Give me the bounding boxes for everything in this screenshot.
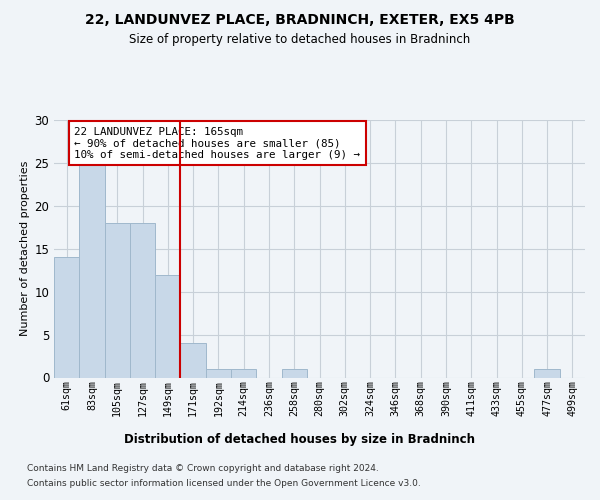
Bar [206,369,231,378]
Bar [281,369,307,378]
Y-axis label: Number of detached properties: Number of detached properties [20,161,30,336]
Text: 22, LANDUNVEZ PLACE, BRADNINCH, EXETER, EX5 4PB: 22, LANDUNVEZ PLACE, BRADNINCH, EXETER, … [85,12,515,26]
Text: Contains HM Land Registry data © Crown copyright and database right 2024.: Contains HM Land Registry data © Crown c… [27,464,379,473]
Bar [130,223,155,378]
Text: 22 LANDUNVEZ PLACE: 165sqm
← 90% of detached houses are smaller (85)
10% of semi: 22 LANDUNVEZ PLACE: 165sqm ← 90% of deta… [74,127,360,160]
Text: Distribution of detached houses by size in Bradninch: Distribution of detached houses by size … [125,432,476,446]
Text: Contains public sector information licensed under the Open Government Licence v3: Contains public sector information licen… [27,479,421,488]
Bar [181,343,206,378]
Bar [104,223,130,378]
Text: Size of property relative to detached houses in Bradninch: Size of property relative to detached ho… [130,34,470,46]
Bar [231,369,256,378]
Bar [535,369,560,378]
Bar [54,258,79,378]
Bar [155,274,181,378]
Bar [79,163,104,378]
